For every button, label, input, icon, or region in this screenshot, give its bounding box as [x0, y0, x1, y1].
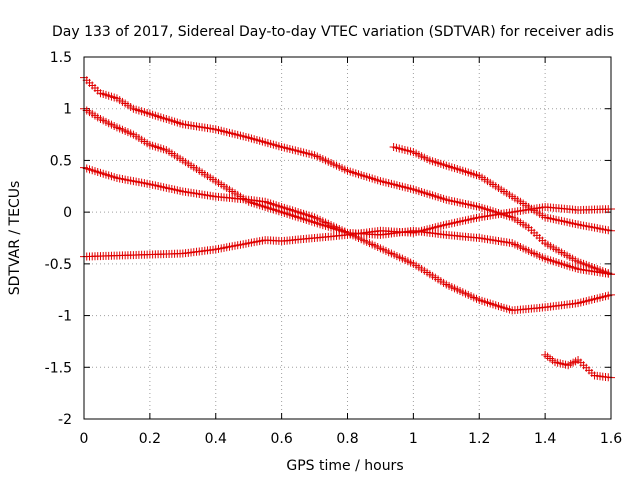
x-tick-label: 0 [80, 431, 89, 447]
chart-title: Day 133 of 2017, Sidereal Day-to-day VTE… [52, 24, 614, 40]
x-tick-label: 0.2 [139, 431, 161, 447]
x-axis-label: GPS time / hours [286, 458, 403, 474]
series-4 [80, 202, 615, 261]
x-tick-label: 1.2 [468, 431, 490, 447]
y-tick-label: -1 [58, 309, 72, 325]
y-tick-label: 1.5 [50, 50, 72, 66]
x-tick-labels: 0 0.2 0.4 0.6 0.8 1 1.2 1.4 1.6 [80, 431, 623, 447]
x-tick-label: 1.6 [600, 431, 622, 447]
x-tick-label: 1.4 [534, 431, 556, 447]
series-3 [80, 163, 615, 315]
data-points [80, 73, 615, 382]
y-tick-label: 1 [63, 102, 72, 118]
y-axis-label: SDTVAR / TECUs [7, 181, 23, 296]
series-6 [541, 350, 615, 382]
plot-area-frame [83, 56, 612, 420]
y-tick-label: 0.5 [50, 153, 72, 169]
x-tick-label: 0.6 [270, 431, 292, 447]
y-tick-label: 0 [63, 205, 72, 221]
x-tick-label: 0.4 [205, 431, 227, 447]
y-tick-label: -2 [58, 412, 72, 428]
y-tick-label: -1.5 [45, 360, 72, 376]
x-tick-label: 1 [409, 431, 418, 447]
y-tick-label: -0.5 [45, 257, 72, 273]
series-2 [80, 104, 615, 279]
x-tick-label: 0.8 [336, 431, 358, 447]
y-tick-labels: -2 -1.5 -1 -0.5 0 0.5 1 1.5 [45, 50, 72, 428]
series-1 [80, 73, 615, 279]
series-5 [389, 142, 615, 235]
